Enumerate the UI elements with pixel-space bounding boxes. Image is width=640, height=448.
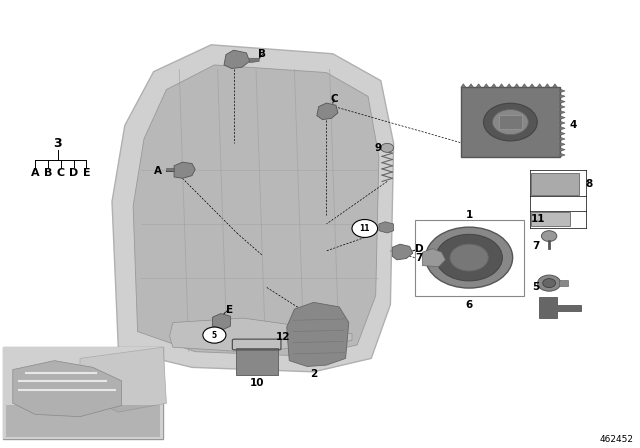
- Text: 8: 8: [585, 179, 593, 189]
- Polygon shape: [560, 148, 565, 151]
- Polygon shape: [484, 84, 489, 87]
- FancyBboxPatch shape: [499, 115, 522, 129]
- Polygon shape: [112, 45, 394, 372]
- Polygon shape: [250, 58, 259, 63]
- Polygon shape: [507, 84, 512, 87]
- Polygon shape: [537, 84, 542, 87]
- Polygon shape: [529, 84, 534, 87]
- Polygon shape: [560, 100, 565, 103]
- Text: 6: 6: [465, 300, 473, 310]
- Text: 2: 2: [310, 369, 317, 379]
- Text: 462452: 462452: [600, 435, 634, 444]
- FancyBboxPatch shape: [559, 280, 568, 286]
- Polygon shape: [560, 95, 565, 98]
- Polygon shape: [514, 84, 519, 87]
- Polygon shape: [560, 153, 565, 157]
- FancyBboxPatch shape: [236, 348, 278, 375]
- Polygon shape: [422, 249, 445, 267]
- Text: 5: 5: [212, 331, 217, 340]
- Polygon shape: [80, 347, 166, 412]
- Text: B: B: [44, 168, 52, 178]
- Polygon shape: [560, 121, 565, 125]
- Text: D: D: [415, 244, 424, 254]
- Circle shape: [538, 275, 561, 291]
- Text: E: E: [83, 168, 90, 178]
- Text: 7: 7: [532, 241, 540, 251]
- Polygon shape: [170, 318, 352, 352]
- Polygon shape: [552, 84, 557, 87]
- FancyBboxPatch shape: [3, 347, 163, 439]
- Polygon shape: [174, 162, 195, 178]
- Text: 7: 7: [415, 253, 423, 263]
- Polygon shape: [560, 142, 565, 146]
- Text: 12: 12: [276, 332, 291, 342]
- Circle shape: [426, 227, 513, 288]
- Polygon shape: [560, 137, 565, 141]
- FancyBboxPatch shape: [531, 173, 579, 195]
- Polygon shape: [560, 116, 565, 120]
- Circle shape: [203, 327, 226, 343]
- Polygon shape: [468, 84, 474, 87]
- Polygon shape: [499, 84, 504, 87]
- Circle shape: [484, 103, 538, 141]
- Text: 5: 5: [532, 282, 540, 292]
- Text: 11: 11: [360, 224, 370, 233]
- Polygon shape: [545, 84, 550, 87]
- Circle shape: [381, 143, 394, 152]
- Circle shape: [352, 220, 378, 237]
- Text: 10: 10: [250, 379, 264, 388]
- Polygon shape: [212, 314, 230, 330]
- Circle shape: [436, 234, 502, 281]
- Polygon shape: [166, 168, 174, 171]
- Polygon shape: [224, 50, 250, 69]
- Text: 3: 3: [53, 137, 62, 150]
- FancyBboxPatch shape: [6, 405, 160, 437]
- Polygon shape: [13, 361, 122, 417]
- Text: B: B: [259, 49, 266, 59]
- Text: 4: 4: [569, 121, 577, 130]
- Polygon shape: [287, 302, 349, 366]
- Circle shape: [450, 244, 488, 271]
- Text: A: A: [31, 168, 40, 178]
- Polygon shape: [317, 103, 338, 120]
- Text: A: A: [154, 166, 162, 176]
- Circle shape: [543, 279, 556, 288]
- FancyBboxPatch shape: [3, 347, 163, 439]
- Polygon shape: [539, 297, 581, 318]
- Polygon shape: [133, 65, 379, 356]
- Polygon shape: [392, 244, 413, 260]
- Polygon shape: [492, 84, 497, 87]
- Text: C: C: [331, 94, 339, 103]
- Polygon shape: [560, 132, 565, 135]
- Text: E: E: [225, 305, 233, 315]
- FancyBboxPatch shape: [415, 220, 524, 296]
- Text: 1: 1: [465, 210, 473, 220]
- FancyBboxPatch shape: [531, 212, 570, 226]
- Polygon shape: [379, 222, 394, 233]
- Polygon shape: [560, 126, 565, 130]
- Polygon shape: [461, 84, 466, 87]
- Text: 11: 11: [531, 214, 546, 224]
- Polygon shape: [476, 84, 481, 87]
- Polygon shape: [522, 84, 527, 87]
- Circle shape: [493, 109, 528, 134]
- Text: C: C: [57, 168, 65, 178]
- Polygon shape: [560, 111, 565, 114]
- Text: 9: 9: [374, 143, 381, 153]
- FancyBboxPatch shape: [461, 87, 560, 157]
- Text: D: D: [69, 168, 78, 178]
- Circle shape: [541, 231, 557, 241]
- Polygon shape: [560, 105, 565, 109]
- Polygon shape: [560, 89, 565, 93]
